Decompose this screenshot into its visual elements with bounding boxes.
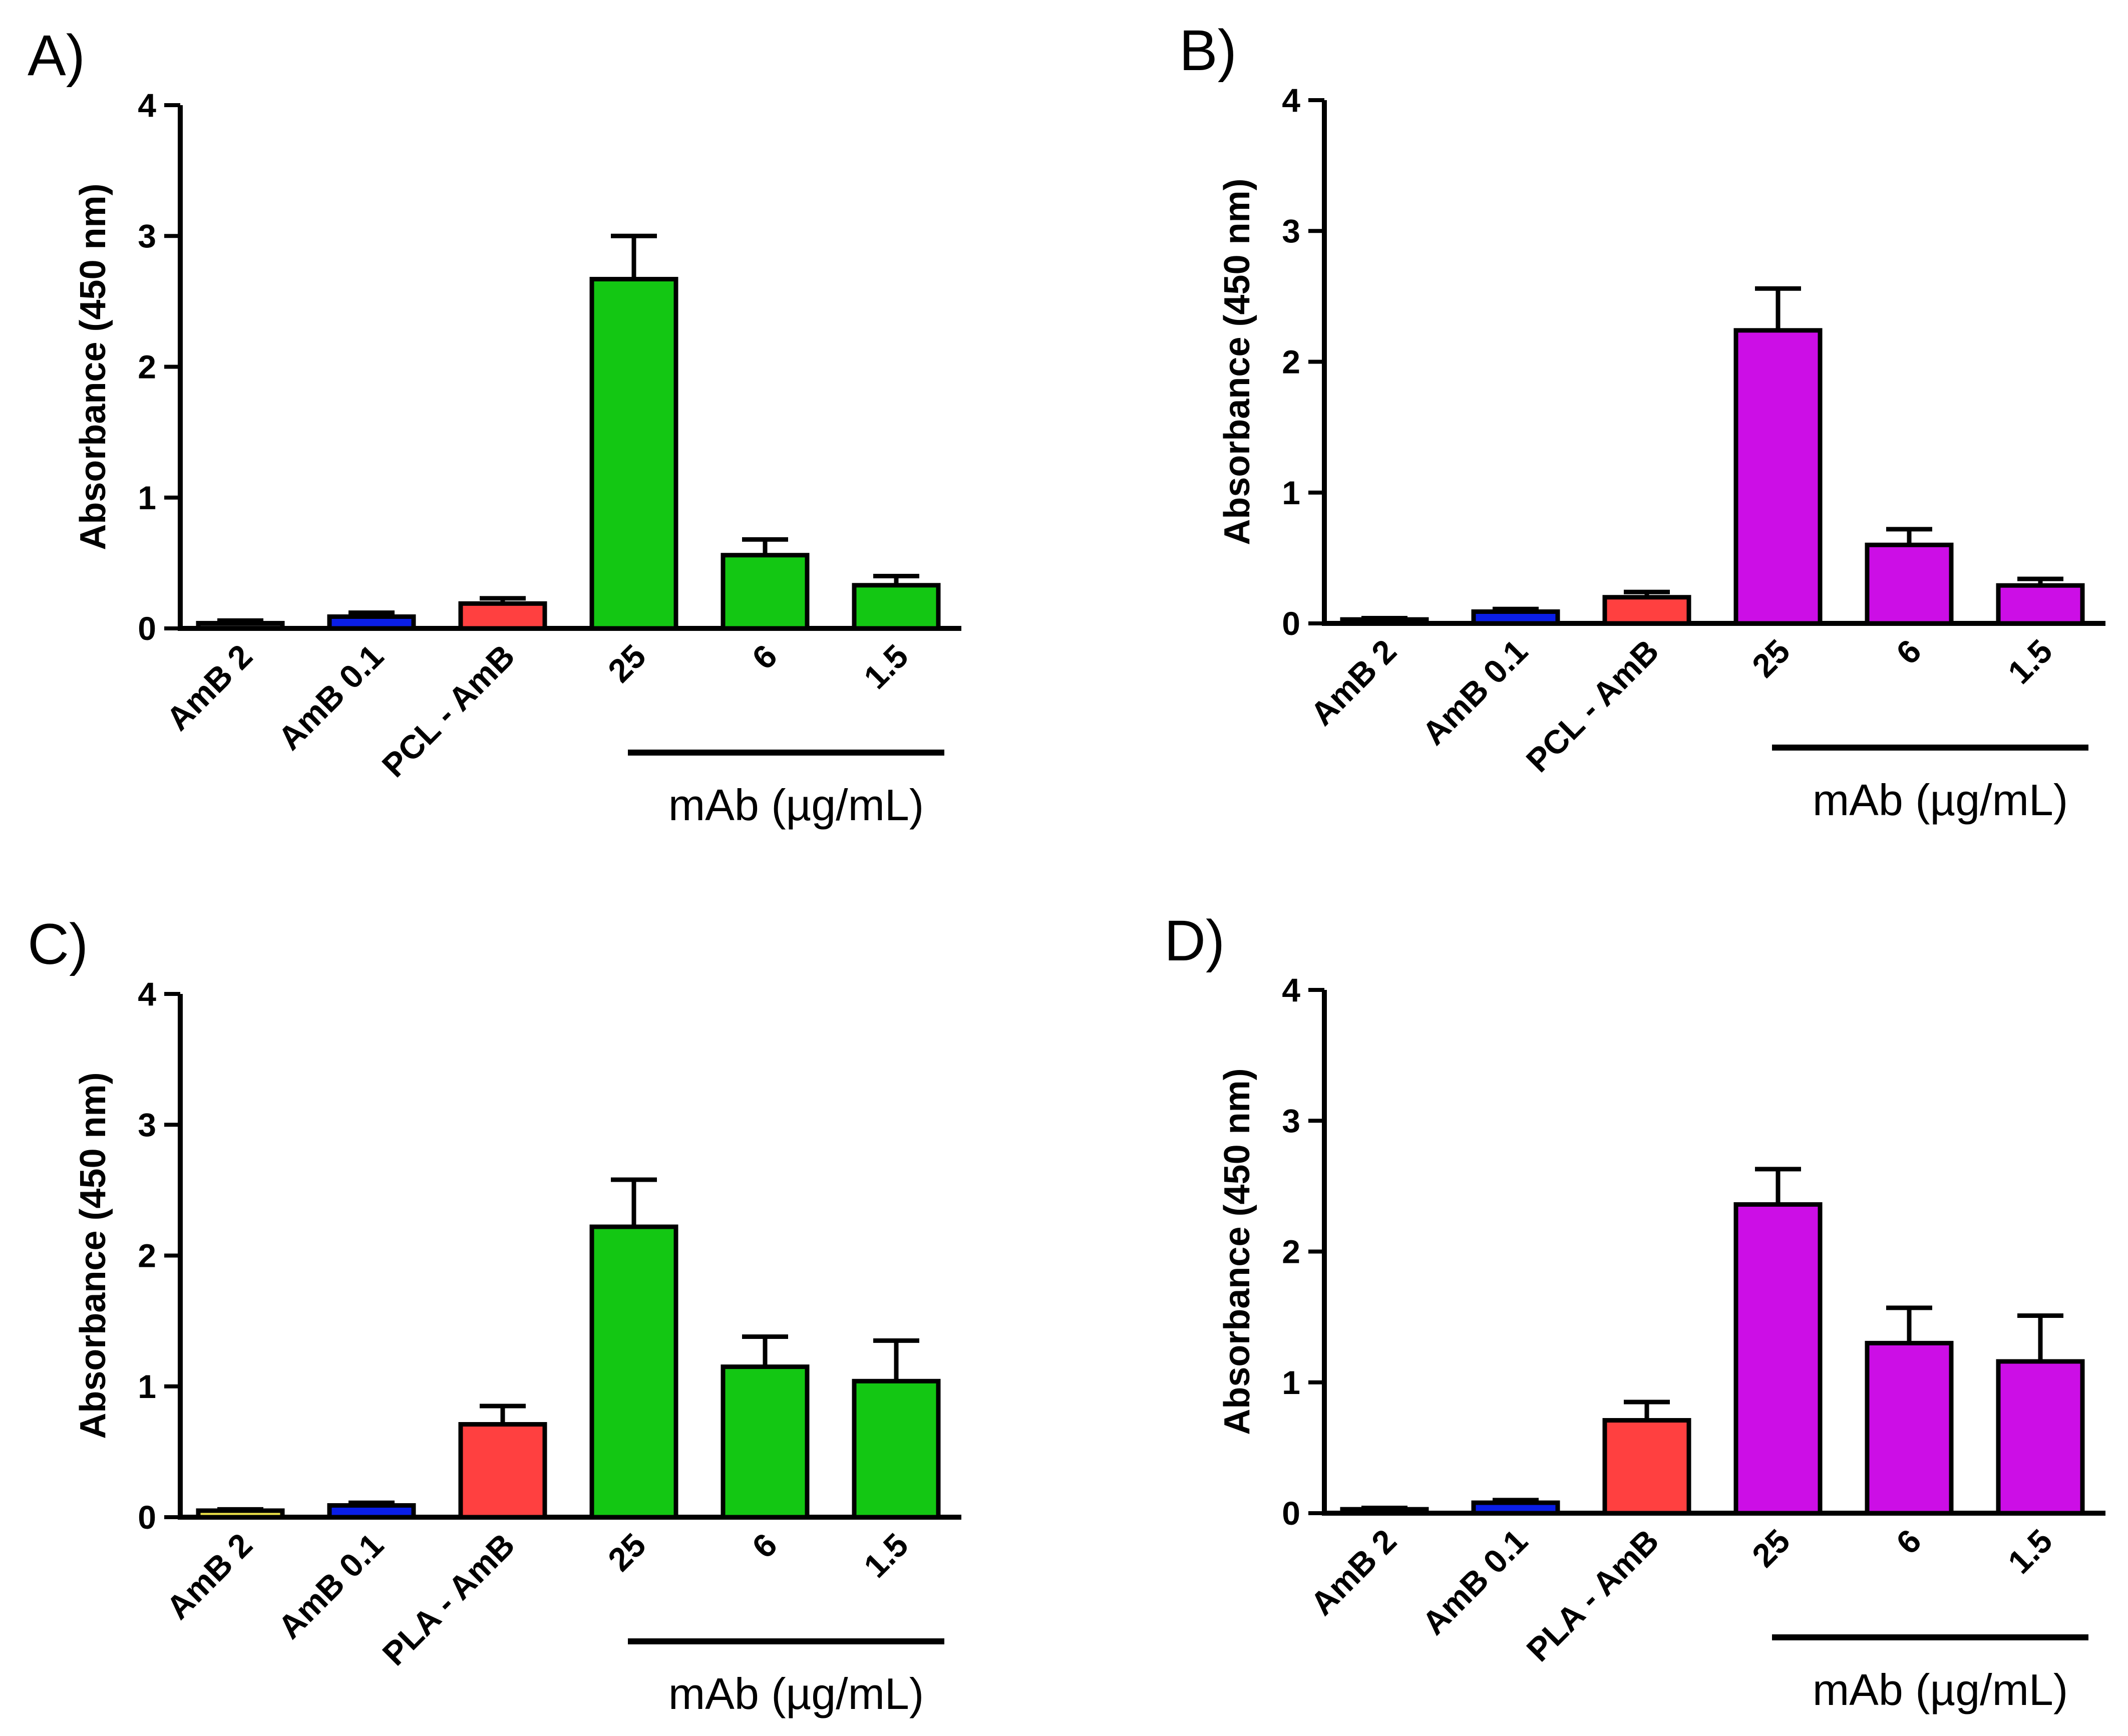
y-tick-label: 1: [1282, 474, 1300, 511]
y-tick-label: 0: [1282, 1495, 1300, 1532]
group-label: mAb (µg/mL): [1813, 1665, 2068, 1714]
y-tick-label: 3: [1282, 212, 1300, 249]
bar: [458, 1422, 547, 1520]
group-label: mAb (µg/mL): [1813, 775, 2068, 825]
bar: [721, 1364, 810, 1520]
y-tick-label: 1: [1282, 1364, 1300, 1401]
x-tick-label: 1.5: [2001, 1522, 2059, 1581]
bar: [327, 614, 416, 631]
x-tick-label: 1.5: [857, 637, 915, 696]
x-tick-label: AmB 0.1: [1415, 1522, 1535, 1642]
bar: [1996, 1359, 2085, 1516]
y-tick-label: 4: [1282, 971, 1300, 1008]
x-tick-label: 1.5: [857, 1526, 915, 1585]
bar: [327, 1503, 416, 1520]
chart-panel-3: D) 0 1 2 3 4 Absorbance (450 nm) AmB 2 AmB 0.1PL…: [1164, 909, 2105, 1714]
x-tick-label: AmB 2: [1303, 632, 1403, 733]
bar: [1602, 1418, 1691, 1516]
y-tick-label: 3: [1282, 1102, 1300, 1139]
y-tick-label: 2: [1282, 343, 1300, 381]
y-tick-label: 4: [138, 87, 156, 124]
x-tick-label: 6: [1889, 1522, 1928, 1561]
chart-panel-0: A) 0 1 2 3 4 Absorbance (450 nm) AmB 2 AmB 0.1PC…: [28, 24, 961, 830]
group-label: mAb (µg/mL): [668, 780, 924, 830]
y-tick-label: 1: [138, 479, 156, 516]
group-label: mAb (µg/mL): [668, 1669, 924, 1718]
bar: [1733, 1202, 1823, 1516]
x-tick-label: AmB 2: [1303, 1522, 1403, 1622]
y-tick-label: 4: [138, 975, 156, 1012]
y-axis-title: Absorbance (450 nm): [73, 183, 113, 550]
y-axis-title: Absorbance (450 nm): [73, 1072, 113, 1439]
y-tick-label: 2: [1282, 1233, 1300, 1270]
y-tick-label: 1: [138, 1368, 156, 1405]
y-tick-label: 0: [138, 1499, 156, 1536]
bar: [196, 1508, 285, 1520]
x-tick-label: 1.5: [2001, 632, 2059, 691]
bar: [1865, 1340, 1954, 1516]
x-tick-label: 25: [1745, 1522, 1797, 1574]
bar: [1340, 617, 1429, 626]
bar: [589, 276, 678, 631]
x-tick-label: 25: [601, 637, 653, 689]
x-tick-label: AmB 0.1: [271, 1526, 391, 1646]
y-tick-label: 2: [138, 349, 156, 386]
x-tick-label: PLA - AmB: [375, 1526, 522, 1673]
panel-label: B): [1179, 19, 1237, 83]
y-tick-label: 3: [138, 1106, 156, 1143]
bar: [1471, 609, 1560, 626]
x-tick-label: 25: [1745, 632, 1797, 684]
bar: [589, 1224, 678, 1520]
chart-panel-2: C) 0 1 2 3 4 Absorbance (450 nm) AmB 2 AmB 0.1PL…: [28, 912, 961, 1718]
bar: [852, 583, 941, 631]
x-tick-label: AmB 0.1: [271, 637, 391, 757]
x-tick-label: 6: [745, 637, 784, 676]
panel-label: A): [28, 24, 85, 88]
y-tick-label: 4: [1282, 82, 1300, 119]
y-tick-label: 2: [138, 1237, 156, 1274]
bar: [1602, 595, 1691, 626]
panel-label: D): [1164, 909, 1225, 973]
y-axis-title: Absorbance (450 nm): [1217, 178, 1257, 545]
bar: [458, 601, 547, 631]
bar: [196, 621, 285, 631]
y-tick-label: 3: [138, 217, 156, 254]
x-tick-label: 6: [1889, 632, 1928, 671]
chart-panel-1: B) 0 1 2 3 4 Absorbance (450 nm) AmB 2 AmB 0.1PC…: [1179, 19, 2105, 825]
bar: [1996, 583, 2085, 626]
bar: [852, 1378, 941, 1520]
y-tick-label: 0: [138, 610, 156, 647]
x-tick-label: AmB 2: [159, 1526, 259, 1626]
x-tick-label: AmB 0.1: [1415, 632, 1535, 752]
y-axis-title: Absorbance (450 nm): [1217, 1068, 1257, 1435]
x-tick-label: 25: [601, 1526, 653, 1578]
x-tick-label: PLA - AmB: [1519, 1522, 1666, 1669]
bar: [1733, 328, 1823, 626]
bar: [1340, 1507, 1429, 1516]
x-tick-label: PCL - AmB: [375, 637, 521, 784]
x-tick-label: PCL - AmB: [1519, 632, 1665, 779]
x-tick-label: 6: [745, 1526, 784, 1565]
y-tick-label: 0: [1282, 605, 1300, 642]
bar: [1471, 1500, 1560, 1516]
x-tick-label: AmB 2: [159, 637, 259, 738]
bar: [721, 553, 810, 631]
panel-label: C): [28, 912, 88, 976]
bar: [1865, 542, 1954, 626]
